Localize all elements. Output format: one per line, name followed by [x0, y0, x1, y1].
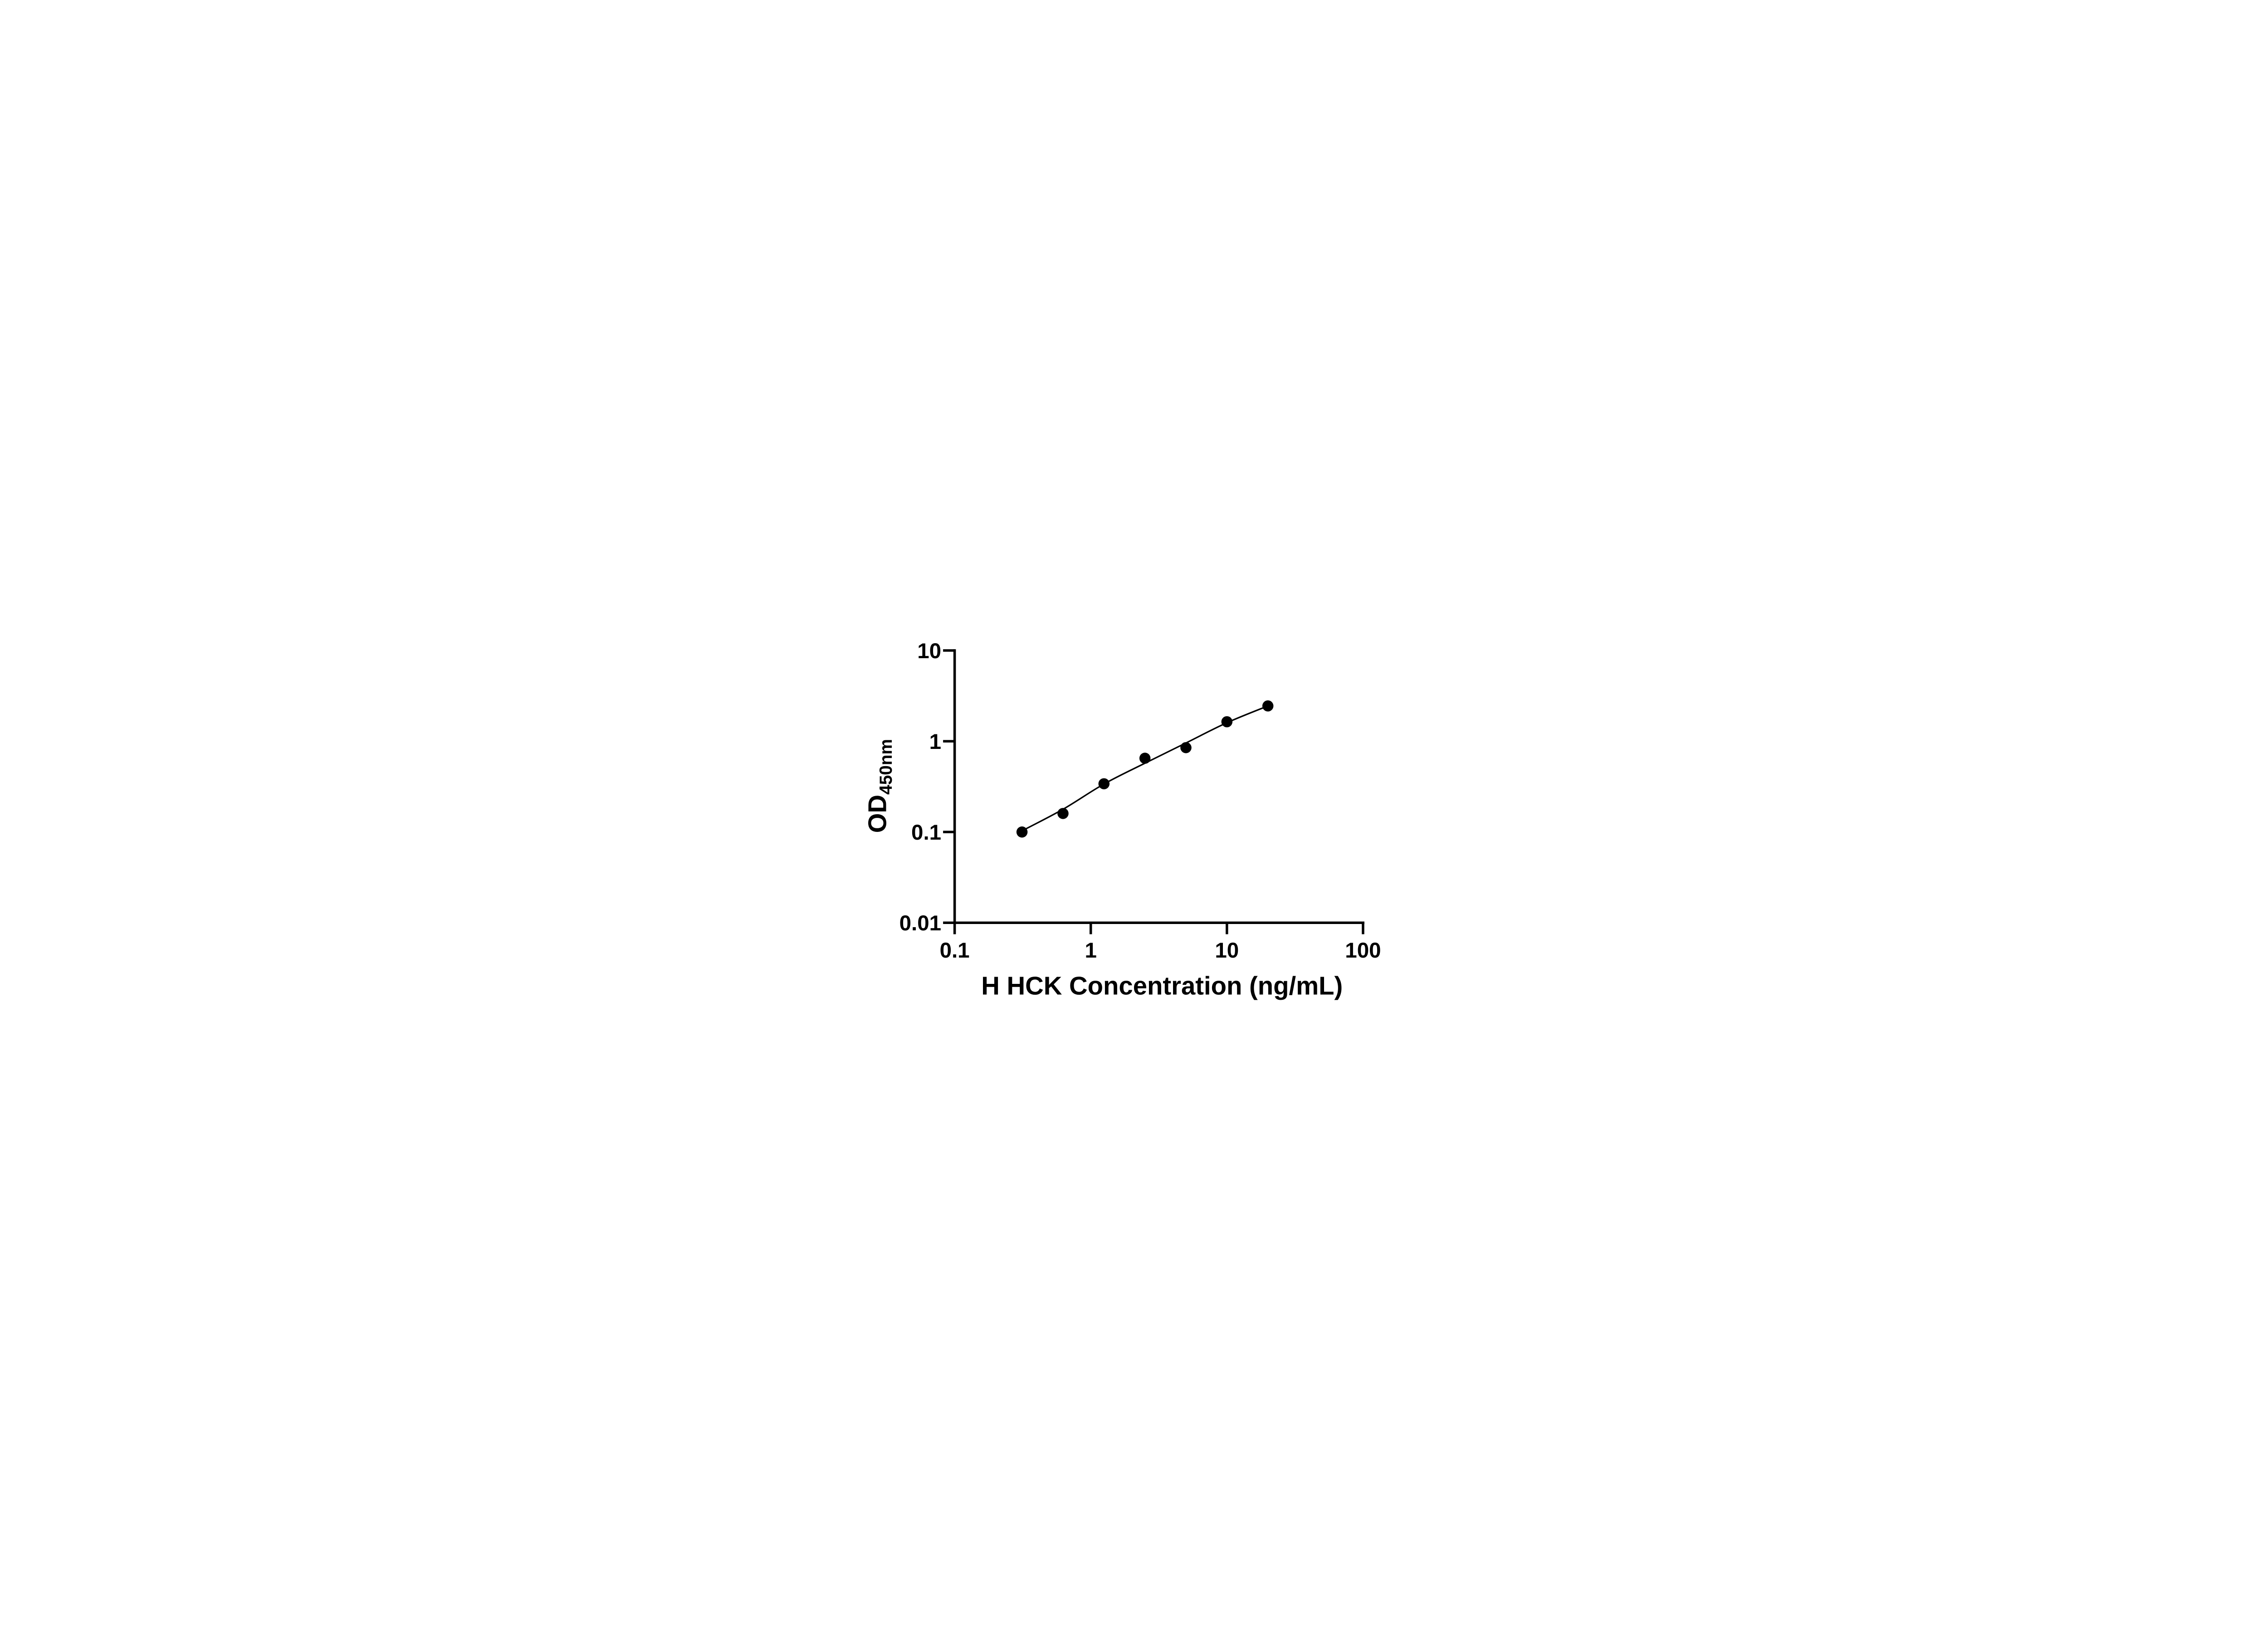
- x-tick-label: 1: [1085, 939, 1097, 963]
- y-axis-title-main: OD: [863, 795, 891, 833]
- data-point-marker: [1098, 778, 1110, 789]
- data-point-marker: [1016, 826, 1028, 838]
- y-tick-label: 0.01: [899, 911, 941, 935]
- y-axis-title-subscript: 450nm: [876, 739, 896, 795]
- data-point-marker: [1221, 716, 1233, 728]
- data-point-marker: [1262, 700, 1274, 712]
- data-point-marker: [1180, 742, 1192, 753]
- data-point-marker: [1139, 753, 1151, 764]
- x-tick-label: 10: [1215, 939, 1239, 963]
- x-tick-label: 0.1: [940, 939, 970, 963]
- y-tick-label: 1: [929, 730, 941, 754]
- y-axis-title: OD450nm: [863, 739, 896, 833]
- x-axis-title: H HCK Concentration (ng/mL): [981, 971, 1343, 1000]
- elisa-standard-curve-figure: 10 1 0.1 0.01 0.1 1 10 100 H HCK Concentration (…: [842, 612, 1426, 1021]
- y-tick-label: 10: [917, 639, 941, 663]
- data-point-marker: [1057, 807, 1069, 819]
- x-tick-label: 100: [1345, 939, 1381, 963]
- y-tick-label: 0.1: [911, 821, 941, 845]
